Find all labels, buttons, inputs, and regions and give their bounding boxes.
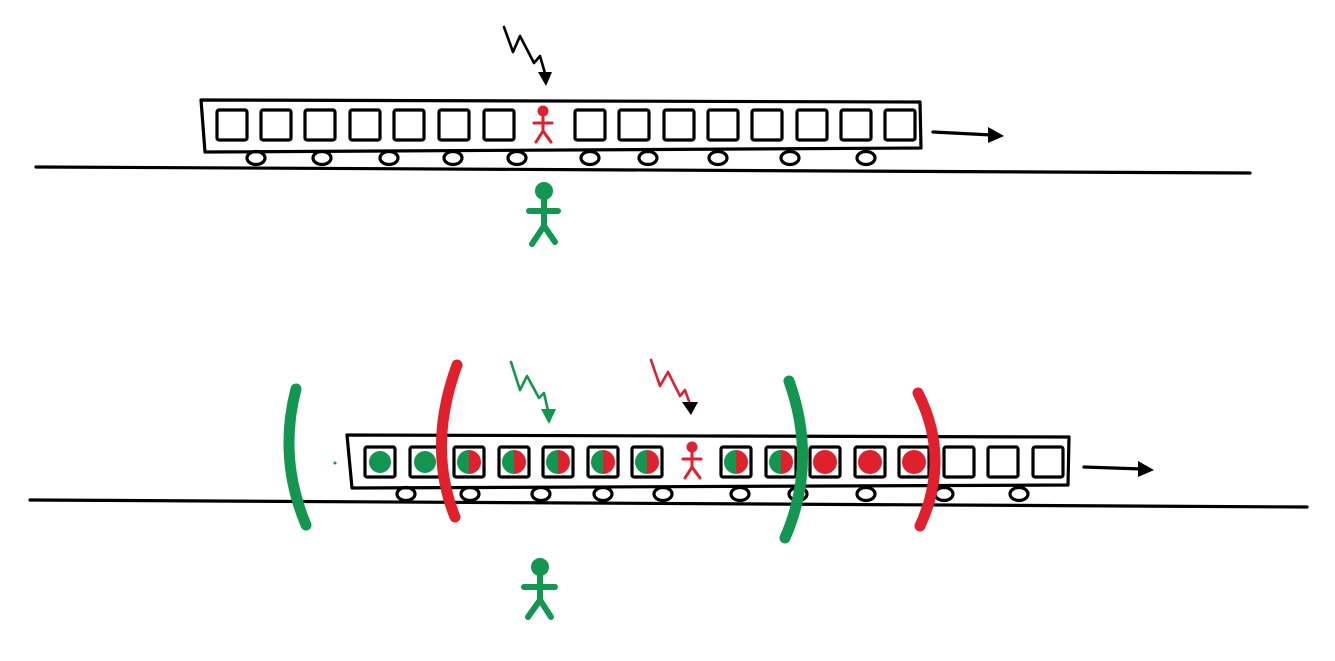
train-windows-top (215, 108, 917, 142)
train-wheel (779, 149, 801, 167)
train-window (986, 445, 1020, 479)
train-top (199, 98, 923, 167)
train-window (541, 445, 575, 479)
flash-front-red-left (436, 359, 463, 523)
flash-front-red-right (912, 387, 941, 532)
train-wheel (378, 149, 400, 167)
train-wheel (637, 149, 659, 167)
train-wheel (311, 149, 333, 167)
train-window (573, 108, 607, 142)
train-window (719, 445, 753, 479)
train-wheel (1008, 485, 1030, 503)
train-window (392, 108, 426, 142)
train-window (452, 445, 486, 479)
train-window (497, 445, 531, 479)
train-window (482, 108, 516, 142)
train-wheel (442, 149, 464, 167)
train-passenger-top (532, 105, 554, 144)
lightning-strike-green (509, 360, 556, 424)
train-window (617, 108, 651, 142)
train-wheel (459, 485, 481, 503)
train-wheel (579, 149, 601, 167)
train-window (883, 108, 917, 142)
train-window (215, 108, 249, 142)
train-window (630, 445, 664, 479)
train-window (897, 445, 931, 479)
train-window (437, 108, 471, 142)
train-window (839, 108, 873, 142)
train-window (942, 445, 976, 479)
flash-front-green-right (779, 375, 809, 544)
train-window (764, 445, 798, 479)
train-windows-bottom (363, 445, 1065, 479)
train-window (706, 108, 740, 142)
train-wheels-top (245, 149, 877, 167)
train-wheel (592, 485, 614, 503)
train-body-top (199, 98, 923, 154)
motion-arrow-bottom (1082, 461, 1154, 477)
train-bottom (345, 433, 1071, 503)
ground-line-bottom (28, 498, 1309, 509)
train-wheels-bottom (395, 485, 1030, 503)
train-window (303, 108, 337, 142)
ground-line-top (34, 165, 1252, 175)
flash-front-green-left (283, 383, 312, 531)
ground-observer-top (526, 182, 561, 247)
train-wheel (395, 485, 417, 503)
train-wheel (652, 485, 674, 503)
lightning-strike-top (502, 25, 552, 86)
train-body-bottom (345, 433, 1071, 490)
train-wheel (729, 485, 751, 503)
train-window (363, 445, 397, 479)
ground-observer-bottom (521, 558, 558, 620)
train-window (408, 445, 442, 479)
train-wheel (707, 149, 729, 167)
train-window (1031, 445, 1065, 479)
train-window (662, 108, 696, 142)
small-dot (333, 461, 337, 465)
train-wheel (855, 485, 877, 503)
train-window (586, 445, 620, 479)
train-window (750, 108, 784, 142)
train-window (348, 108, 382, 142)
train-window (795, 108, 829, 142)
train-wheel (855, 149, 877, 167)
train-wheel (245, 149, 267, 167)
train-window (259, 108, 293, 142)
motion-arrow-top (931, 127, 1004, 143)
train-window (808, 445, 842, 479)
lightning-strike-red (649, 358, 698, 415)
train-wheel (506, 149, 528, 167)
scene-top (34, 25, 1252, 247)
train-wheel (530, 485, 552, 503)
scene-bottom (28, 358, 1309, 620)
train-window (853, 445, 887, 479)
train-passenger-bottom (681, 441, 703, 480)
